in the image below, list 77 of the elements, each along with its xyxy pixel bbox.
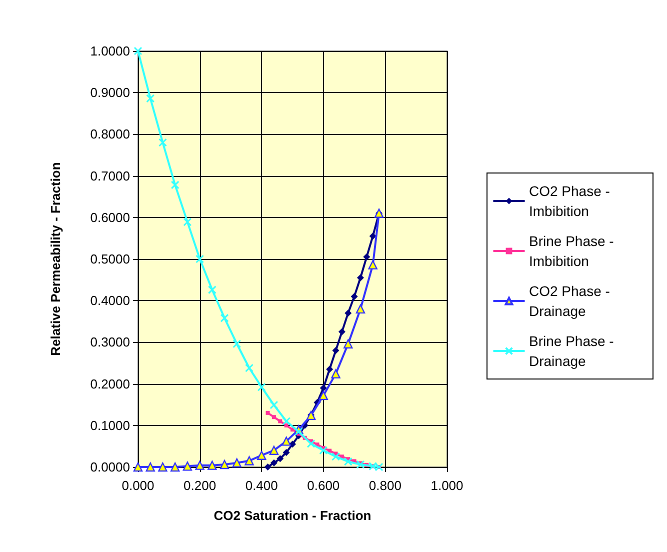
point [318,390,328,400]
point [146,462,155,472]
point [270,459,278,466]
point [232,458,242,468]
x-tick-label: 0.600 [307,478,340,493]
point [331,369,340,378]
point [344,457,352,466]
point [196,254,204,264]
point [282,436,291,446]
point [282,416,291,426]
point [244,364,254,372]
point [319,446,328,455]
y-tick-label: 0.1000 [90,418,130,433]
point [356,460,365,469]
point [363,253,370,260]
point [294,427,303,436]
point [257,450,266,460]
y-tick-label: 0.5000 [90,252,130,266]
x-tick-label: 0.200 [184,478,216,493]
point [208,460,217,470]
legend-label: CO2 Phase - Drainage [529,283,614,319]
point [326,366,334,373]
legend-label: Brine Phase - Drainage [529,333,618,369]
point [350,292,358,300]
point [146,94,155,103]
point [170,462,180,472]
point [158,138,167,147]
point [344,339,353,348]
point [182,462,192,471]
point [332,347,340,354]
point [374,462,384,472]
point [356,274,364,282]
legend-label: Brine Phase - Imbibition [529,233,618,269]
point [278,419,282,424]
point [183,218,192,226]
point [344,310,352,317]
y-tick-label: 1.0000 [90,44,130,58]
point [244,456,254,466]
point [232,340,242,348]
y-tick-label: 0.2000 [90,376,130,392]
point [208,286,216,294]
x-tick-label: 0.000 [122,478,154,493]
point [338,328,346,336]
point [220,314,229,322]
y-tick-label: 0.7000 [90,168,130,184]
point [356,304,366,314]
point [220,460,230,470]
point [195,460,204,470]
point [276,455,284,462]
x-axis-title: CO2 Saturation - Fraction [214,508,372,523]
point [272,415,276,420]
point [320,384,327,392]
x-tick-label: 0.400 [245,478,278,493]
point [266,410,270,415]
point [170,180,180,190]
x-tick-label: 0.800 [368,478,402,493]
y-axis-title: Relative Permeability - Fraction [48,162,63,356]
legend-label: CO2 Phase - Imbibition [529,183,614,219]
point [264,464,272,470]
point [269,446,279,455]
point [282,448,290,456]
y-tick-label: 0.3000 [90,334,130,350]
point [257,382,266,392]
y-tick-label: 0.8000 [90,126,130,142]
point [284,423,288,428]
point [158,462,168,472]
point [368,462,378,470]
point [270,400,278,410]
y-tick-label: 0.6000 [90,210,130,225]
point [369,232,376,240]
y-tick-label: 0.9000 [90,85,130,100]
x-tick-label: 1.000 [430,478,464,493]
y-tick-label: 0.4000 [90,293,130,308]
point [368,260,378,270]
point [306,439,316,448]
y-tick-label: 0.0000 [90,460,130,474]
point [332,452,340,461]
